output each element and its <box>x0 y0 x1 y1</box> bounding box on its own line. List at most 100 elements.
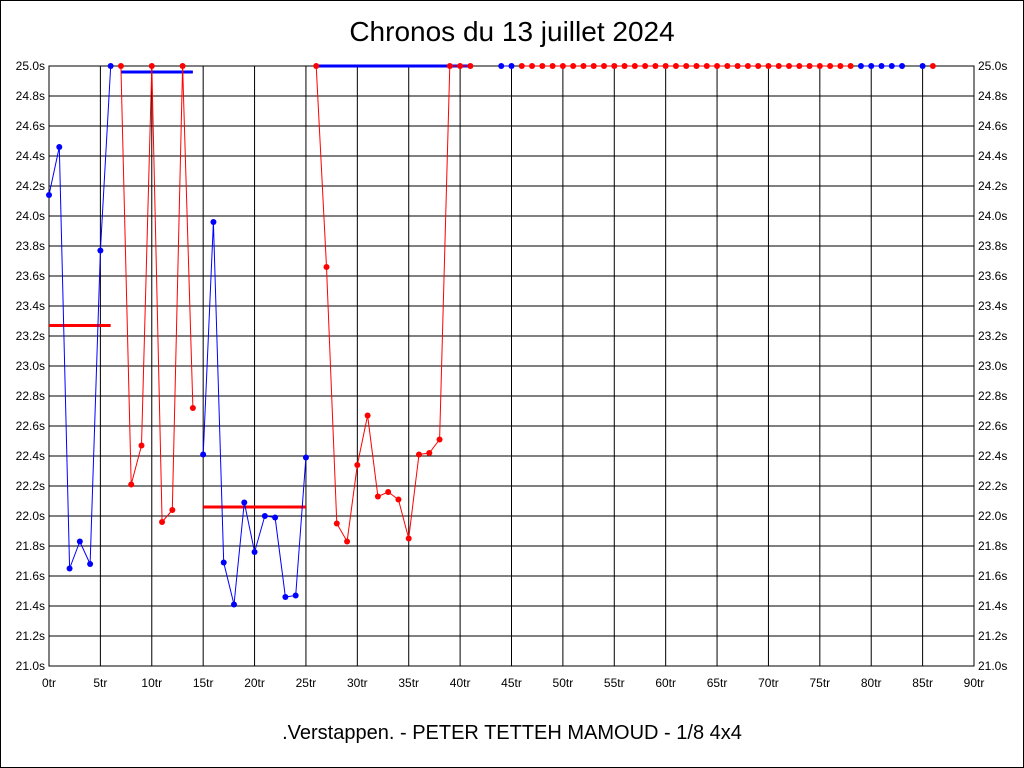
y-tick-label-right-15: 24.0s <box>978 209 1007 223</box>
data-point-5-24 <box>765 63 772 69</box>
data-point-1-6 <box>179 63 186 69</box>
y-tick-label-right-14: 23.8s <box>978 239 1007 253</box>
data-point-3-0 <box>313 63 320 69</box>
x-tick-label-18: 90tr <box>964 676 985 690</box>
data-point-5-30 <box>827 63 834 69</box>
y-tick-label-left-16: 24.2s <box>16 179 45 193</box>
series-line-0 <box>48 65 112 569</box>
data-point-0-3 <box>76 538 83 545</box>
y-tick-label-left-15: 24.0s <box>16 209 45 223</box>
data-point-0-4 <box>87 561 94 567</box>
y-tick-label-right-20: 25.0s <box>978 59 1007 73</box>
data-point-2-2 <box>220 559 227 566</box>
x-tick-label-1: 5tr <box>93 676 107 690</box>
data-point-2-6 <box>261 513 268 519</box>
y-tick-label-left-18: 24.6s <box>16 119 45 133</box>
x-tick-label-5: 25tr <box>296 676 317 690</box>
data-point-5-25 <box>775 63 782 69</box>
data-point-6-0 <box>857 63 864 69</box>
data-point-4-1 <box>508 63 515 69</box>
x-tick-label-15: 75tr <box>809 676 830 690</box>
data-point-5-8 <box>601 63 607 69</box>
data-point-5-9 <box>611 63 618 69</box>
data-point-0-2 <box>66 565 73 572</box>
y-tick-label-right-9: 22.8s <box>978 389 1007 403</box>
x-tick-label-13: 65tr <box>707 676 728 690</box>
data-point-0-0 <box>46 192 52 198</box>
x-tick-label-16: 80tr <box>861 676 882 690</box>
series-line-3 <box>315 65 471 544</box>
data-point-5-5 <box>570 63 577 69</box>
x-tick-label-4: 20tr <box>244 676 265 690</box>
y-tick-label-right-2: 21.4s <box>978 599 1007 613</box>
y-axis-right-labels: 21.0s 21.2s 21.4s 21.6s 21.8s 22.0s 22.2s 22.4s… <box>978 59 1007 673</box>
data-point-2-5 <box>251 549 258 555</box>
data-point-5-18 <box>703 63 710 69</box>
data-point-3-12 <box>436 436 443 443</box>
data-point-5-23 <box>755 63 762 69</box>
y-tick-label-left-20: 25.0s <box>16 59 45 73</box>
data-point-5-32 <box>847 63 854 69</box>
y-tick-label-right-19: 24.8s <box>978 89 1007 103</box>
data-point-0-1 <box>56 144 63 150</box>
data-point-5-13 <box>652 63 659 69</box>
y-tick-label-left-10: 23.0s <box>16 359 45 373</box>
y-tick-label-left-3: 21.6s <box>16 569 45 583</box>
data-point-5-3 <box>549 63 556 69</box>
data-point-5-19 <box>714 63 721 69</box>
data-point-6-3 <box>888 63 895 69</box>
x-axis-labels: 0tr 5tr 10tr 15tr 20tr 25tr 30tr 35tr 40tr 45tr 50… <box>42 676 984 690</box>
data-point-5-0 <box>518 63 525 69</box>
y-tick-label-right-18: 24.6s <box>978 119 1007 133</box>
x-tick-label-2: 10tr <box>141 676 162 690</box>
data-point-3-6 <box>374 493 381 500</box>
data-point-1-5 <box>169 507 176 513</box>
y-tick-label-left-6: 22.2s <box>16 479 45 493</box>
y-tick-label-right-7: 22.4s <box>978 449 1007 463</box>
data-point-5-16 <box>683 63 690 69</box>
y-tick-label-left-9: 22.8s <box>16 389 45 403</box>
y-tick-label-right-3: 21.6s <box>978 569 1007 583</box>
data-point-6-2 <box>878 63 885 69</box>
y-tick-label-left-0: 21.0s <box>16 659 45 673</box>
x-tick-label-3: 15tr <box>193 676 214 690</box>
data-point-8-0 <box>929 63 936 69</box>
chart-footer: .Verstappen. - PETER TETTEH MAMOUD - 1/8… <box>282 722 742 744</box>
data-point-3-14 <box>457 63 464 69</box>
data-point-5-27 <box>796 63 803 69</box>
data-point-5-12 <box>642 63 649 69</box>
data-point-2-10 <box>302 454 309 461</box>
x-tick-label-11: 55tr <box>604 676 625 690</box>
data-point-5-11 <box>631 63 638 69</box>
data-point-5-7 <box>590 63 597 69</box>
data-point-5-26 <box>786 63 792 69</box>
y-tick-label-right-5: 22.0s <box>978 509 1007 523</box>
data-point-5-17 <box>693 63 700 69</box>
data-point-5-21 <box>734 63 741 69</box>
chart-title: Chronos du 13 juillet 2024 <box>349 16 675 47</box>
x-tick-label-12: 60tr <box>655 676 676 690</box>
data-point-3-2 <box>333 520 340 527</box>
y-tick-label-right-1: 21.2s <box>978 629 1007 643</box>
data-point-5-2 <box>539 63 546 69</box>
data-point-2-7 <box>272 514 279 521</box>
data-point-2-1 <box>210 219 217 225</box>
y-tick-label-left-12: 23.4s <box>16 299 45 313</box>
data-point-3-11 <box>426 450 433 456</box>
x-tick-label-6: 30tr <box>347 676 368 690</box>
data-point-2-9 <box>292 592 299 599</box>
x-tick-label-0: 0tr <box>42 676 56 690</box>
data-point-3-9 <box>405 535 412 542</box>
series-line-1 <box>120 65 194 524</box>
grid-lines <box>48 65 975 667</box>
data-point-3-7 <box>385 489 392 495</box>
data-point-6-4 <box>899 63 906 69</box>
y-tick-label-left-1: 21.2s <box>16 629 45 643</box>
data-point-1-0 <box>117 63 124 69</box>
data-point-3-13 <box>446 63 453 69</box>
data-point-1-3 <box>148 63 155 69</box>
data-point-5-10 <box>621 63 628 69</box>
data-point-1-1 <box>128 481 135 488</box>
data-point-3-4 <box>354 462 361 468</box>
data-point-3-8 <box>395 496 402 503</box>
